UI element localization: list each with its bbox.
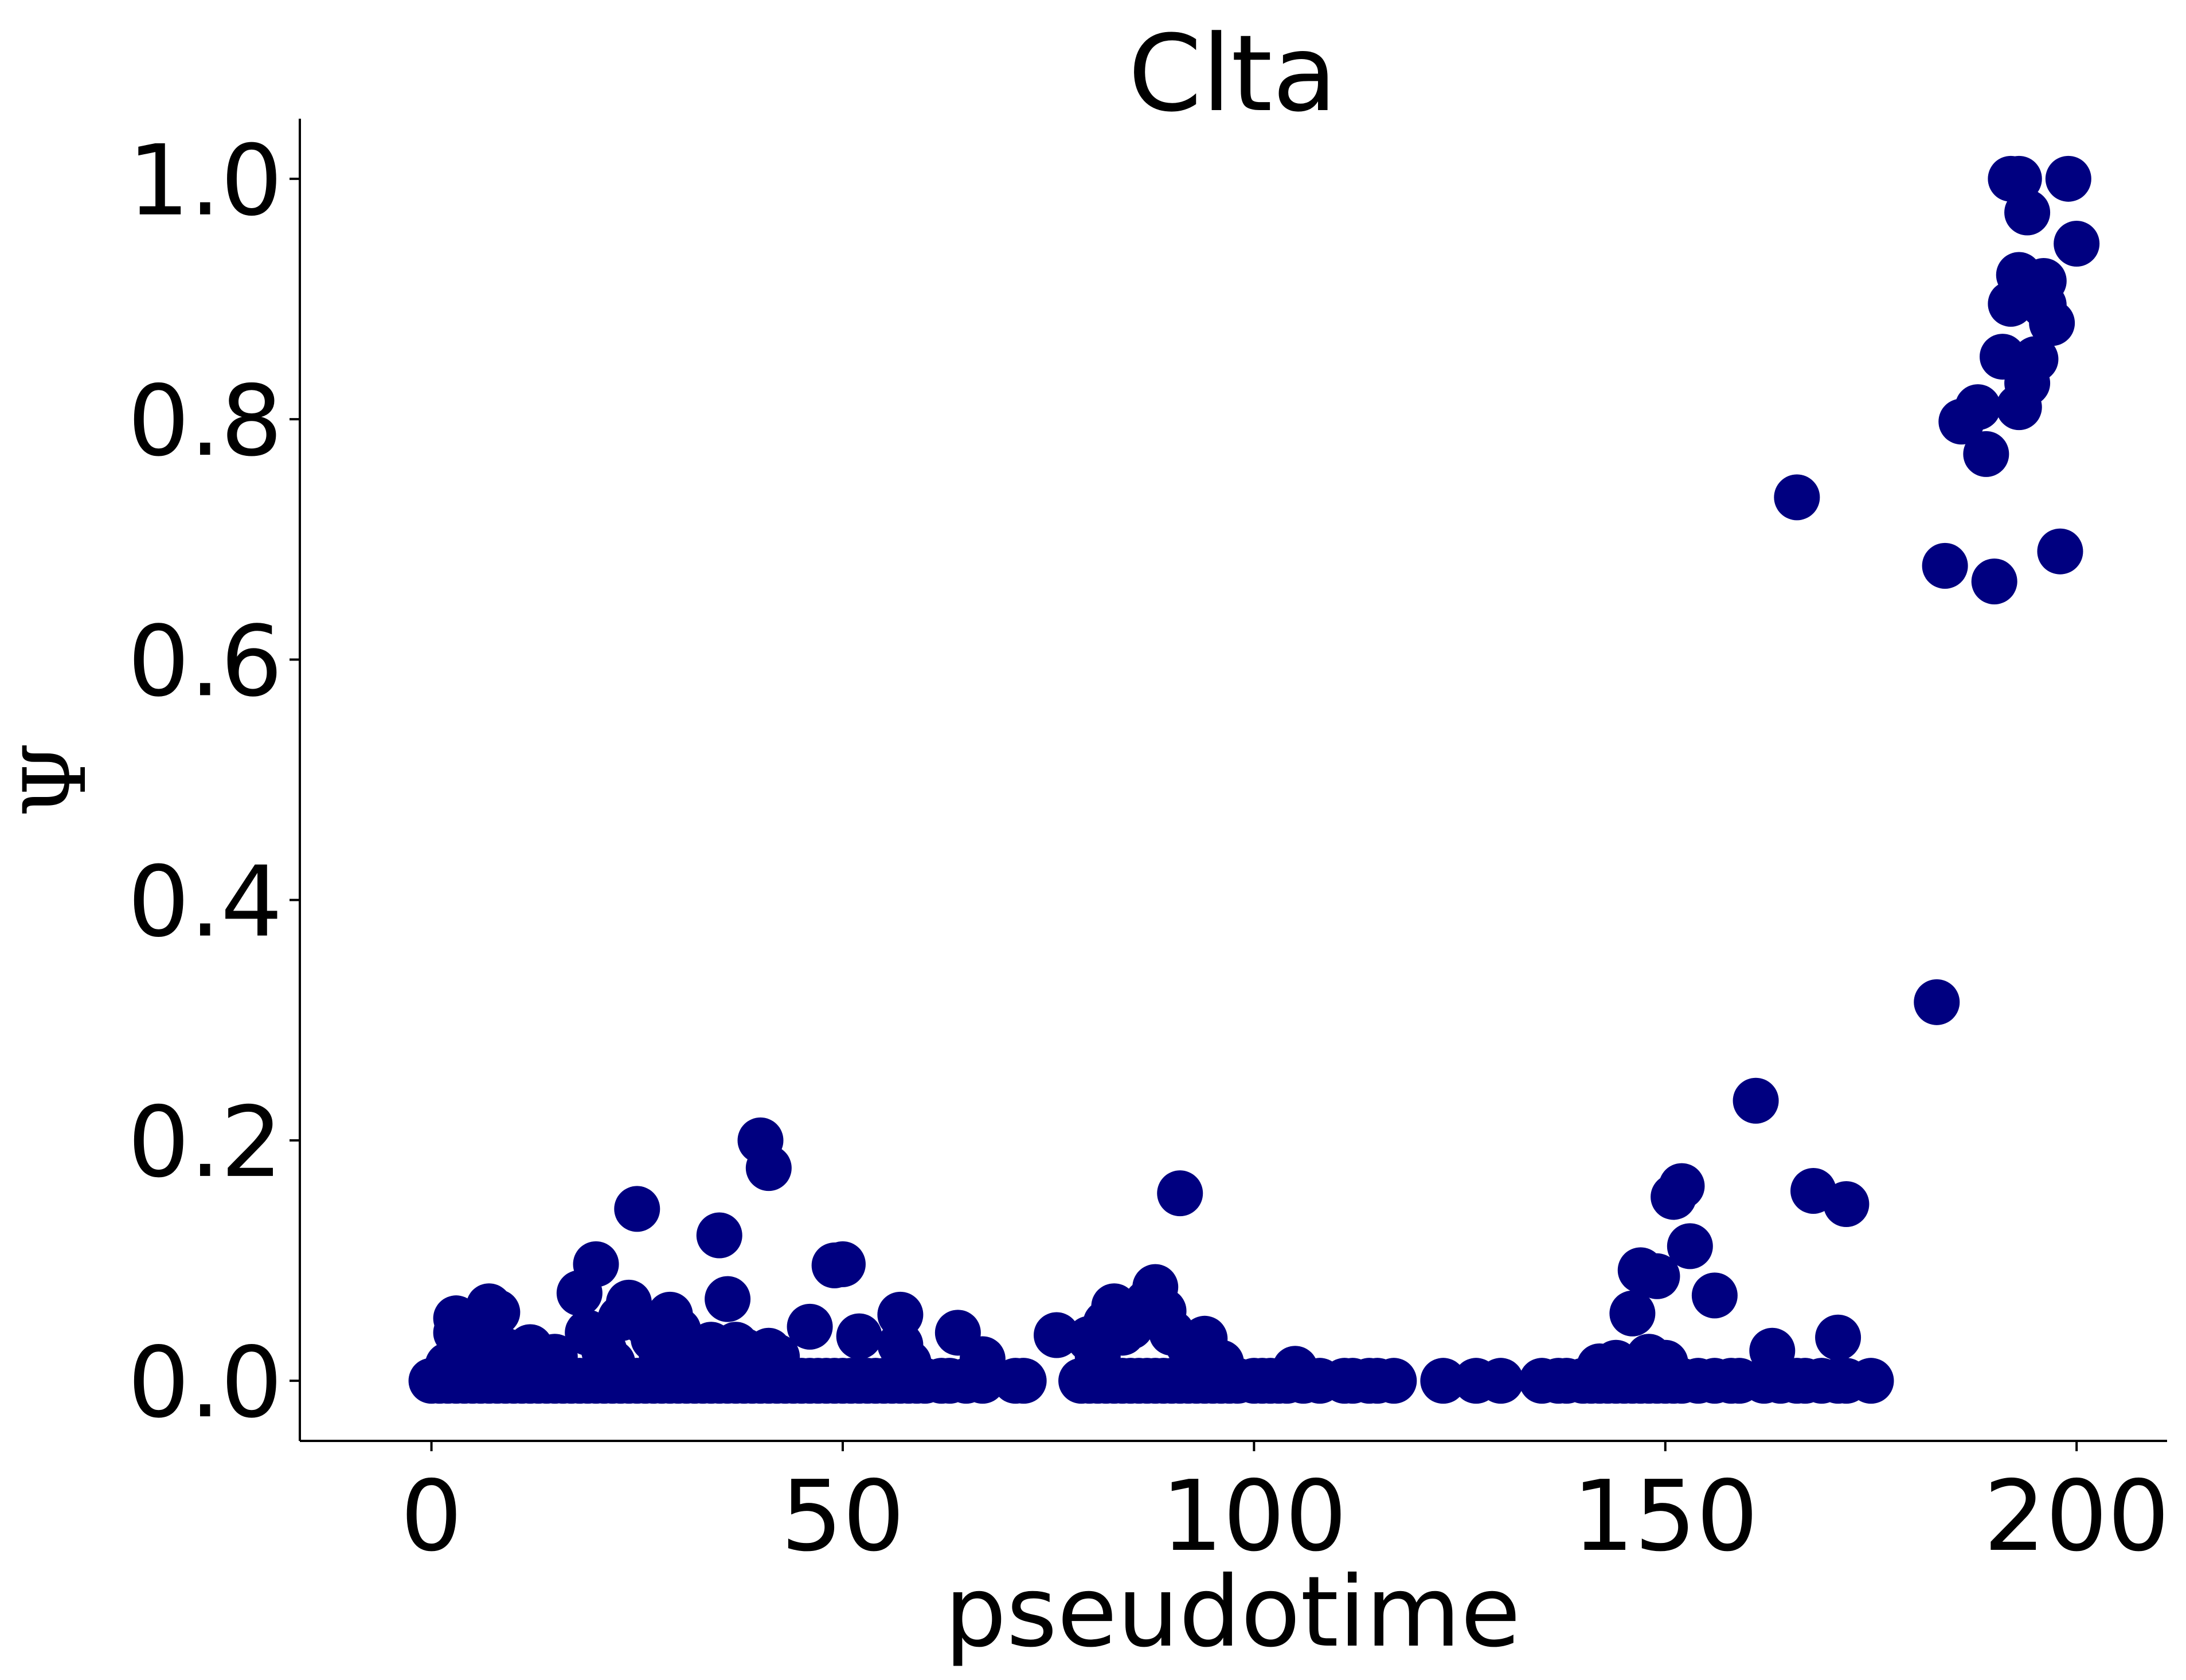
data-point [885,1339,932,1386]
data-point [1774,474,1820,521]
data-point [2054,221,2100,267]
x-axis-label: pseudotime [945,1556,1521,1669]
y-ticks: 0.0 0.2 0.4 0.6 0.8 1.0 [128,124,300,1440]
data-point [836,1313,882,1359]
x-tick-label: 50 [781,1460,905,1573]
data-point [1971,558,2017,605]
data-point [819,1241,866,1287]
x-axis: 0 50 100 150 200 [300,1440,2169,1573]
data-point [1371,1358,1417,1404]
data-point [1642,1339,1688,1386]
data-point [2004,189,2051,236]
data-point [1815,1314,1862,1361]
data-point [2045,155,2091,202]
chart-title: Clta [1128,13,1338,135]
y-tick-label: 0.8 [128,365,283,478]
data-point [1634,1253,1680,1299]
data-point [1963,431,2009,477]
data-point [2012,336,2059,382]
data-point [2029,300,2075,346]
data-point [1914,979,1960,1025]
data-point [1848,1358,1894,1404]
data-point [573,1241,619,1287]
data-point [754,1334,800,1380]
data-point [705,1276,751,1322]
data-point [614,1186,660,1232]
data-point [1954,384,2001,431]
data-point [959,1336,1006,1382]
data-point [1609,1290,1656,1337]
x-ticks: 0 50 100 150 200 [400,1441,2169,1573]
data-point [2037,528,2083,575]
x-tick-label: 100 [1161,1460,1347,1573]
data-point [1272,1346,1319,1392]
y-axis-label: Ψ [6,742,105,818]
data-point [745,1145,792,1191]
x-tick-label: 0 [400,1460,462,1573]
y-tick-label: 1.0 [128,124,283,238]
data-point [589,1339,636,1386]
data-point [474,1289,521,1335]
data-point [787,1303,833,1350]
y-tick-label: 0.4 [128,846,283,959]
y-tick-label: 0.0 [128,1326,283,1440]
data-point [531,1334,578,1380]
data-point [696,1212,742,1259]
data-point [1733,1077,1779,1124]
data-points [408,155,2100,1404]
data-point [1000,1358,1047,1404]
x-tick-label: 150 [1573,1460,1758,1573]
y-tick-label: 0.6 [128,605,283,718]
data-point [1157,1170,1203,1217]
data-point [1667,1223,1713,1269]
data-point [1749,1327,1796,1374]
data-point [1659,1163,1705,1209]
y-axis: 0.0 0.2 0.4 0.6 0.8 1.0 [128,119,301,1441]
x-tick-label: 200 [1984,1460,2169,1573]
data-point [1198,1339,1244,1386]
data-point [1823,1181,1870,1228]
y-tick-label: 0.2 [128,1086,283,1200]
data-point [1922,542,1968,589]
data-point [1477,1358,1524,1404]
data-point [1691,1272,1738,1319]
data-point [1420,1358,1467,1404]
